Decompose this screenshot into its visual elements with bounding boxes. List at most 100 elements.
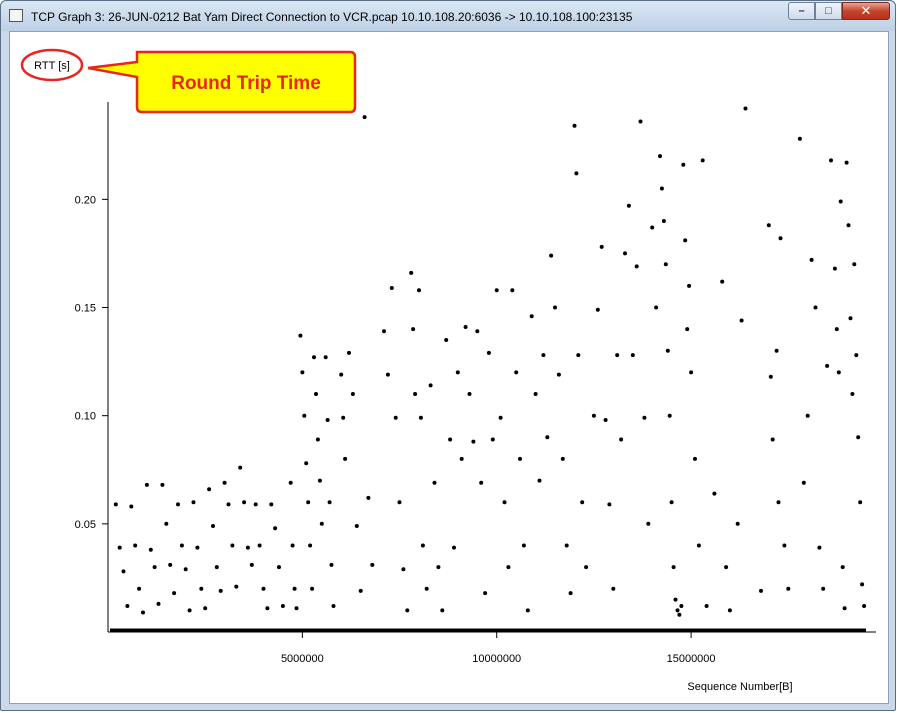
- rtt-point: [341, 415, 346, 420]
- minimize-button[interactable]: –: [788, 2, 815, 20]
- rtt-point: [854, 353, 859, 358]
- rtt-point: [242, 500, 247, 505]
- rtt-point: [683, 238, 688, 243]
- rtt-point: [265, 606, 270, 611]
- y-tick-label: 0.10: [75, 411, 96, 423]
- close-icon: ✕: [860, 3, 872, 18]
- rtt-point: [704, 604, 709, 608]
- rtt-point: [234, 584, 239, 589]
- rtt-point: [420, 543, 425, 548]
- rtt-point: [354, 524, 359, 528]
- rtt-point: [483, 591, 488, 596]
- rtt-point: [411, 327, 416, 332]
- rtt-point: [382, 329, 386, 334]
- rtt-point: [156, 601, 161, 606]
- y-tick-label: 0.15: [75, 303, 96, 315]
- x-ticks: 5000000 10000000 15000000: [281, 632, 716, 665]
- y-ticks: 0.05 0.10 0.15 0.20: [75, 194, 108, 531]
- rtt-point: [298, 333, 303, 338]
- rtt-point: [432, 480, 437, 485]
- rtt-point: [292, 586, 297, 591]
- close-button[interactable]: ✕: [842, 2, 890, 20]
- x-tick-label: 10000000: [472, 653, 521, 665]
- rtt-point: [584, 565, 589, 570]
- rtt-point: [187, 608, 192, 613]
- rtt-point: [521, 543, 526, 548]
- title-bar[interactable]: TCP Graph 3: 26-JUN-0212 Bat Yam Direct …: [1, 1, 895, 31]
- rtt-point: [471, 439, 476, 444]
- rtt-point: [638, 119, 643, 124]
- rtt-point: [152, 565, 157, 570]
- rtt-point: [669, 500, 674, 505]
- rtt-point: [327, 500, 332, 505]
- rtt-point: [459, 456, 464, 461]
- rtt-point: [389, 286, 394, 290]
- rtt-point: [148, 547, 153, 552]
- rtt-point: [463, 325, 468, 329]
- rtt-point: [249, 562, 254, 567]
- rtt-point: [315, 437, 320, 442]
- rtt-point: [665, 348, 670, 353]
- rtt-scatter-plot[interactable]: RTT [s] Round Trip Time 0.05 0.10 0.15 0.20…: [10, 32, 888, 703]
- rtt-point: [137, 586, 142, 591]
- rtt-point: [310, 586, 315, 591]
- rtt-point: [179, 543, 184, 548]
- rtt-point: [667, 413, 672, 418]
- rtt-point: [659, 186, 664, 191]
- rtt-point: [591, 413, 596, 418]
- rtt-point: [776, 500, 781, 505]
- rtt-point: [650, 225, 655, 230]
- rtt-point: [452, 545, 456, 550]
- rtt-point: [541, 353, 546, 358]
- round-trip-time-callout: Round Trip Time: [87, 50, 357, 114]
- rtt-point: [572, 123, 577, 128]
- rtt-point: [273, 526, 278, 531]
- rtt-point: [671, 565, 676, 570]
- rtt-point: [277, 565, 281, 570]
- x-axis-label: Sequence Number[B]: [687, 681, 792, 693]
- rtt-point: [840, 565, 845, 570]
- rtt-point: [533, 392, 538, 396]
- rtt-point: [832, 266, 837, 271]
- rtt-point: [314, 392, 318, 396]
- rtt-point: [693, 456, 697, 461]
- rtt-point: [778, 236, 783, 241]
- data-points: [110, 106, 867, 632]
- rtt-point: [642, 415, 647, 420]
- rtt-point: [813, 305, 818, 310]
- rtt-point: [280, 604, 285, 608]
- rtt-point: [358, 588, 363, 593]
- window-title: TCP Graph 3: 26-JUN-0212 Bat Yam Direct …: [31, 10, 633, 24]
- rtt-point: [467, 392, 472, 396]
- rtt-point: [502, 500, 507, 505]
- rtt-point: [121, 569, 126, 574]
- rtt-point: [603, 418, 608, 422]
- rtt-point: [506, 565, 511, 570]
- rtt-point: [724, 565, 729, 570]
- rtt-point: [339, 372, 344, 377]
- rtt-point: [842, 606, 847, 611]
- rtt-point: [397, 500, 402, 505]
- rtt-point: [797, 136, 802, 141]
- rtt-point: [498, 415, 503, 420]
- rtt-point: [556, 372, 561, 377]
- rtt-point: [850, 392, 855, 396]
- rtt-point: [436, 565, 441, 570]
- rtt-point: [222, 480, 227, 485]
- graph-canvas[interactable]: RTT [s] Round Trip Time 0.05 0.10 0.15 0.20…: [9, 31, 889, 704]
- rtt-point: [440, 608, 445, 613]
- rtt-point: [133, 543, 138, 548]
- rtt-point: [261, 586, 266, 591]
- rtt-point: [735, 521, 740, 526]
- rtt-point: [836, 370, 841, 375]
- rtt-point: [195, 545, 200, 550]
- rtt-point: [424, 586, 429, 591]
- rtt-point: [619, 437, 624, 442]
- rtt-point: [611, 586, 616, 591]
- rtt-point: [560, 456, 565, 461]
- rtt-point: [679, 604, 684, 608]
- rtt-point: [269, 502, 274, 507]
- maximize-button[interactable]: □: [815, 2, 842, 20]
- rtt-point: [658, 154, 662, 159]
- rtt-point: [409, 270, 414, 275]
